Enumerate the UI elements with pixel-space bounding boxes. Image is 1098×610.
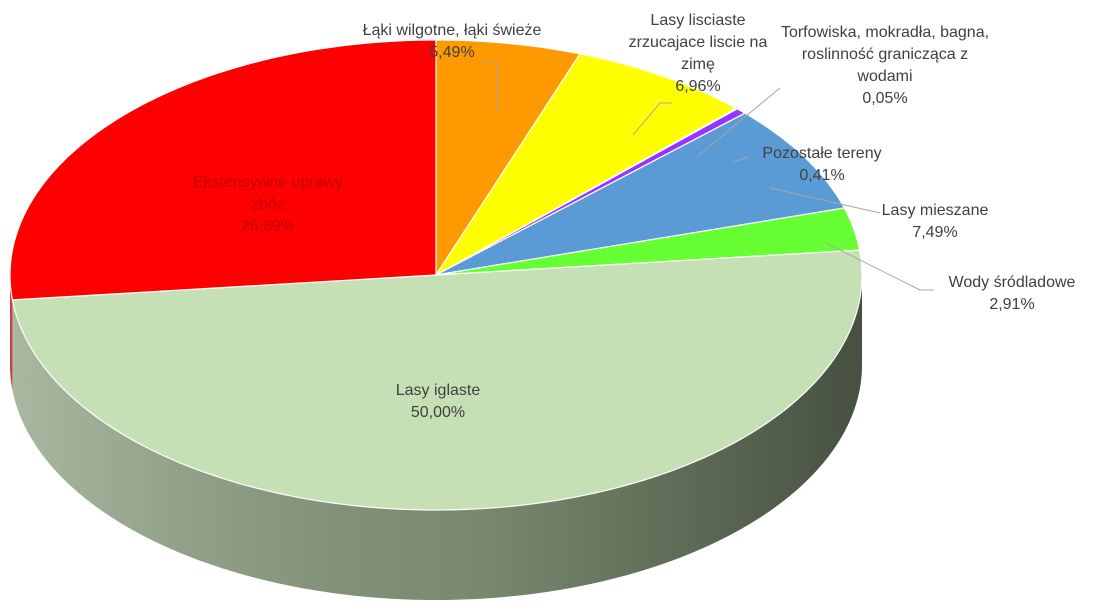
label-value: 2,91% xyxy=(989,296,1035,313)
data-label: Lasy iglaste 50,00% xyxy=(358,380,518,424)
leader-line xyxy=(632,102,672,136)
slice xyxy=(11,249,863,511)
slice xyxy=(435,39,582,278)
label-value: 5,49% xyxy=(429,44,475,61)
label-value: 0,05% xyxy=(862,90,908,107)
data-label: Lasy mieszane 7,49% xyxy=(860,200,1010,244)
data-label: Łąki wilgotne, łąki świeże 5,49% xyxy=(322,20,582,64)
leader-line xyxy=(698,87,781,156)
label-name: Łąki wilgotne, łąki świeże xyxy=(362,22,542,39)
label-name: Torfowiska, mokradła, bagna, roslinność … xyxy=(780,24,990,85)
label-name: Ekstensywne uprawy zbóż xyxy=(192,174,344,213)
label-name: Pozostałe tereny xyxy=(762,145,882,162)
slice xyxy=(9,39,437,301)
label-value: 7,49% xyxy=(912,224,958,241)
label-value: 0,41% xyxy=(799,167,845,184)
data-label: Wody śródladowe 2,91% xyxy=(927,272,1097,316)
slice xyxy=(435,53,738,276)
leader-line xyxy=(482,61,498,112)
label-name: Wody śródladowe xyxy=(948,274,1076,291)
label-value: 50,00% xyxy=(410,404,466,421)
slice xyxy=(435,112,846,276)
leader-line xyxy=(825,242,934,291)
data-label: Ekstensywne uprawy zbóż 26,69% xyxy=(181,172,356,238)
data-label: Pozostałe tereny 0,41% xyxy=(737,143,907,187)
side-shading xyxy=(10,275,862,600)
leader-line xyxy=(732,156,749,163)
slice xyxy=(435,207,861,276)
label-value: 26,69% xyxy=(240,218,296,235)
data-label: Torfowiska, mokradła, bagna, roslinność … xyxy=(780,22,990,110)
label-name: Lasy mieszane xyxy=(881,202,989,219)
label-value: 6,96% xyxy=(675,78,721,95)
label-name: Lasy lisciaste zrzucajace liscie na zimę xyxy=(628,12,768,73)
data-label: Lasy lisciaste zrzucajace liscie na zimę… xyxy=(618,10,778,98)
leader-line xyxy=(769,187,881,214)
label-name: Lasy iglaste xyxy=(395,382,481,399)
